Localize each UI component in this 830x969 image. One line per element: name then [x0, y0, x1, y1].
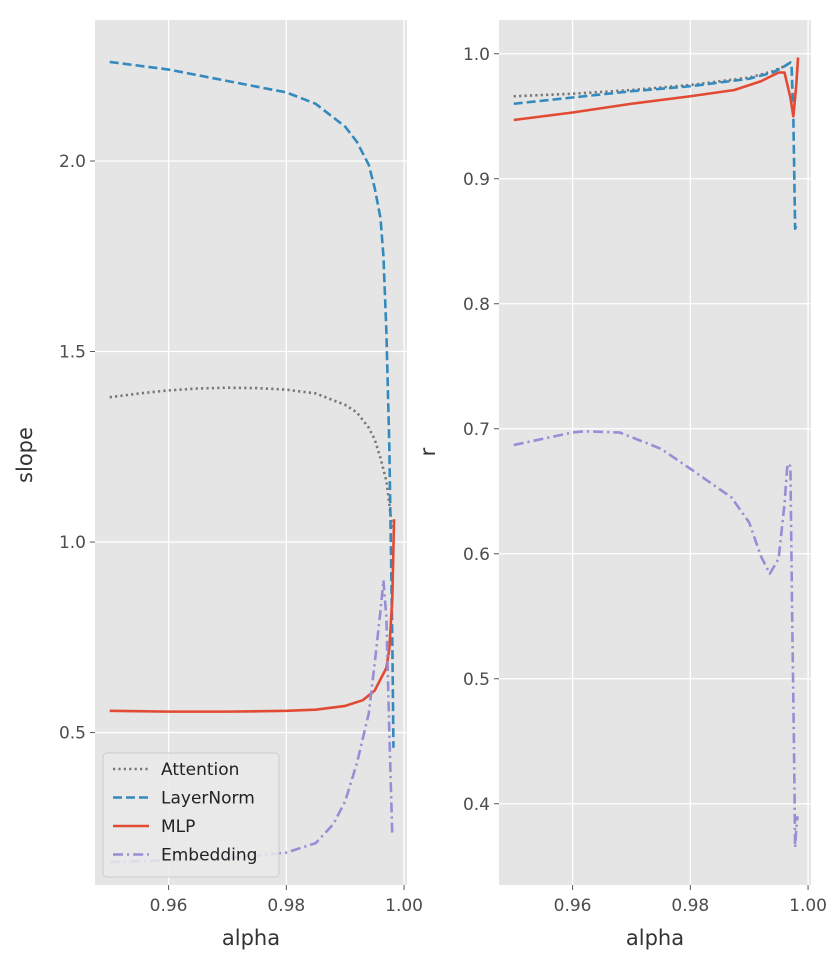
chart1-ytick-label-5: 0.9	[463, 170, 490, 190]
chart0-series-group	[109, 60, 396, 864]
chart1-series-group	[513, 57, 800, 849]
chart0-series-layernorm	[109, 60, 395, 748]
chart0-legend-frame	[102, 752, 280, 878]
chart0-legend-label-mlp: MLP	[161, 817, 195, 837]
chart0-xlabel: alpha	[222, 926, 280, 950]
chart0-series-attention	[109, 386, 394, 531]
chart1-ytick-label-1: 0.5	[463, 670, 490, 690]
chart1-xtick-label-0: 0.96	[554, 896, 592, 916]
chart0-ytick-label-3: 2.0	[59, 152, 86, 172]
chart0-ytick-label-0: 0.5	[59, 724, 86, 744]
chart1-series-layernorm	[513, 61, 798, 231]
chart1-ytick-label-6: 1.0	[463, 45, 490, 65]
chart0-xtick-label-2: 1.00	[385, 896, 423, 916]
chart1-ytick-label-4: 0.8	[463, 295, 490, 315]
chart0-legend: Attention LayerNorm MLP Embedding	[102, 752, 280, 878]
chart1-series-mlp	[513, 57, 800, 122]
chart1-ylabel: r	[416, 447, 440, 456]
chart0-xtick-label-0: 0.96	[150, 896, 188, 916]
chart0-plot-area	[95, 20, 407, 885]
chart1-xtick-label-2: 1.00	[789, 896, 827, 916]
chart0-xtick-label-1: 0.98	[267, 896, 305, 916]
chart1-xlabel: alpha	[626, 926, 684, 950]
chart1-series-attention	[513, 61, 792, 98]
chart0-legend-label-layernorm: LayerNorm	[161, 789, 255, 809]
chart0-ytick-label-2: 1.5	[59, 343, 86, 363]
chart0-series-embedding	[109, 578, 394, 864]
chart0-ytick-label-1: 1.0	[59, 533, 86, 553]
chart0-ylabel: slope	[13, 427, 37, 483]
chart1-xtick-label-1: 0.98	[671, 896, 709, 916]
chart1-ytick-label-2: 0.6	[463, 545, 490, 565]
chart1-ytick-label-3: 0.7	[463, 420, 490, 440]
chart1-series-embedding	[513, 429, 799, 849]
chart-r-vs-alpha: 0.96 0.98 1.00 0.4 0.5 0.6 0.7 0.8 0.9 1.0 alpha r	[416, 20, 827, 950]
chart0-series-mlp	[109, 519, 396, 713]
chart-slope-vs-alpha: 0.96 0.98 1.00 0.5 1.0 1.5 2.0 alpha slope Attent…	[13, 20, 423, 950]
chart0-legend-label-attention: Attention	[161, 760, 239, 780]
chart1-plot-area	[499, 20, 811, 885]
chart0-legend-label-embedding: Embedding	[161, 846, 257, 866]
chart1-ytick-label-0: 0.4	[463, 795, 490, 815]
